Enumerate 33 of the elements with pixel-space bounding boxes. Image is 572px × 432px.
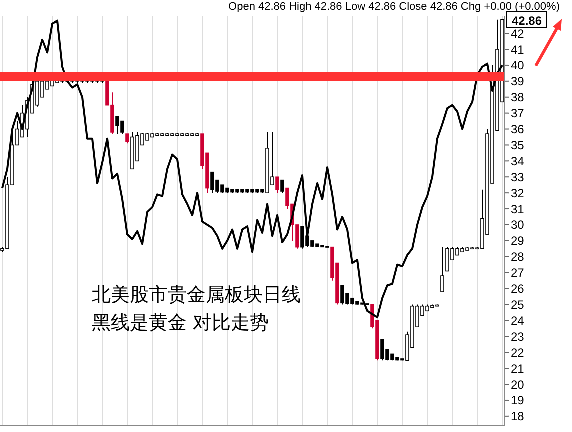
annotation: 黑线是黄金 对比走势 (92, 311, 270, 336)
candlestick (126, 134, 130, 144)
text: Open 42.86 High 42.86 Low 42.86 Close 42.86 Chg +0.00 (+0.00%) (228, 1, 560, 13)
y-tick-label: 36 (511, 122, 525, 137)
y-tick-label: 37 (511, 106, 525, 121)
y-tick-label: 40 (511, 58, 525, 73)
y-tick-label: 42 (511, 26, 525, 41)
y-tick-label: 25 (511, 298, 525, 312)
y-tick-label: 24 (511, 314, 525, 328)
annotation: 北美股市贵金属板块日线 (92, 283, 301, 308)
y-tick-label: 21 (511, 362, 525, 376)
y-tick-label: 41 (511, 42, 525, 57)
y-tick-label: 31 (511, 202, 525, 216)
candlestick (280, 180, 284, 194)
y-tick-label: 39 (511, 74, 525, 89)
y-tick-label: 28 (511, 250, 525, 264)
annotation: 42.86 (512, 14, 542, 28)
y-tick-label: 18 (511, 410, 525, 424)
y-tick-label: 30 (511, 218, 525, 232)
y-tick-label: 20 (511, 378, 525, 392)
candlestick (276, 176, 280, 194)
y-tick-label: 34 (511, 154, 525, 168)
y-tick-label: 19 (511, 394, 525, 408)
y-tick-label: 23 (511, 330, 525, 344)
y-tick-label: 38 (511, 90, 525, 105)
y-tick-label: 26 (511, 282, 525, 296)
y-tick-label: 32 (511, 186, 525, 200)
y-tick-label: 27 (511, 266, 525, 280)
y-tick-label: 35 (511, 138, 525, 152)
y-tick-label: 33 (511, 170, 525, 184)
y-tick-label: 22 (511, 346, 525, 360)
y-tick-label: 29 (511, 234, 525, 248)
candlestick (440, 246, 444, 292)
